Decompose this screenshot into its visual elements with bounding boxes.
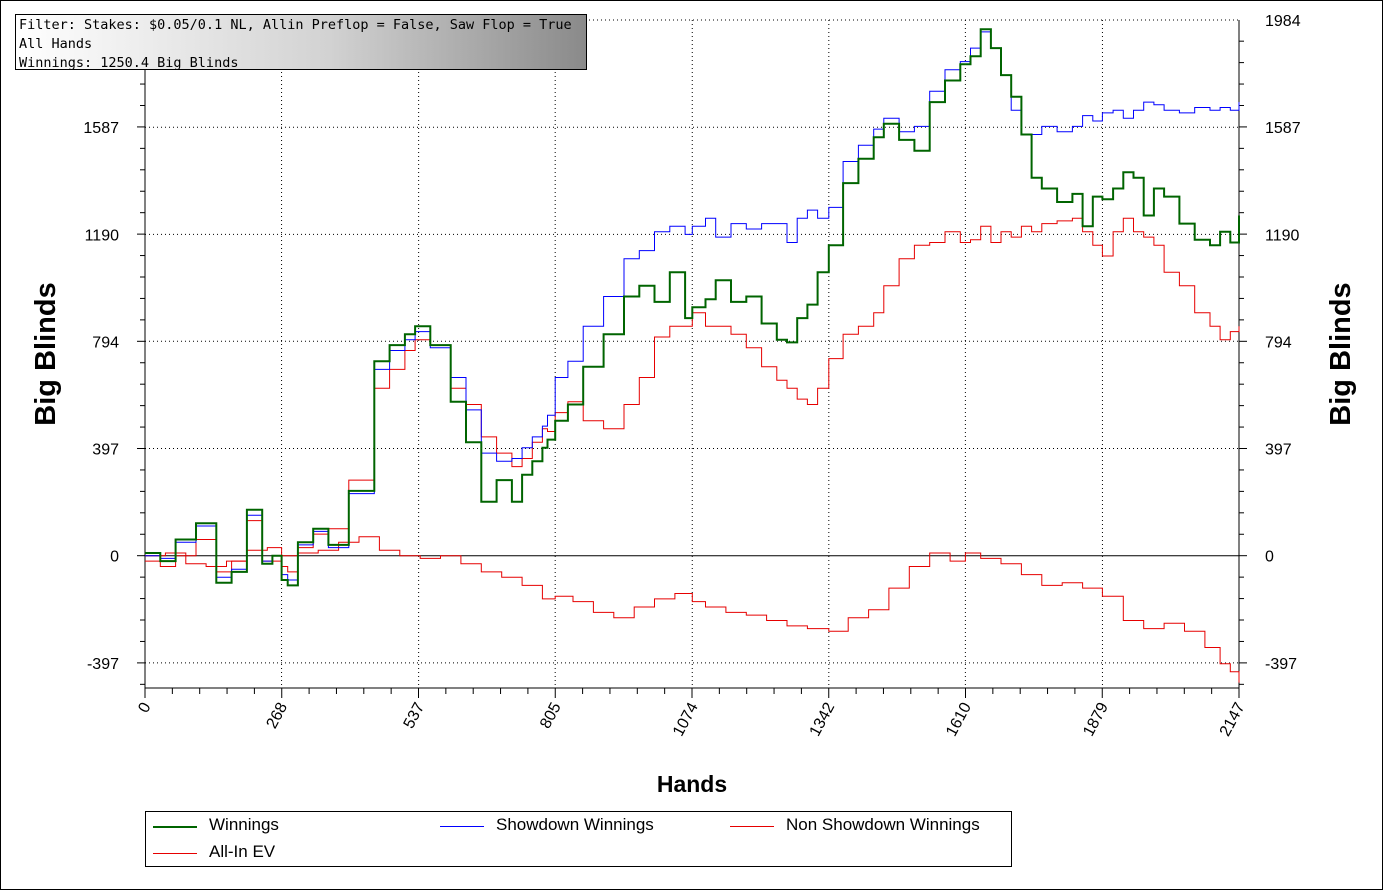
x-tick-label: 805 [537,700,565,732]
hands-line: All Hands [19,36,93,52]
winnings-line: Winnings: 1250.4 Big Blinds [19,55,239,71]
x-tick-label: 537 [401,700,429,732]
x-tick-label: 1879 [1080,700,1112,739]
x-tick-label: 1610 [943,700,975,739]
y-axis-title-right: Big Blinds [1325,282,1357,425]
legend-swatch-allin-ev [153,853,197,854]
x-axis-title: Hands [657,771,727,797]
legend-label: Showdown Winnings [496,815,654,834]
legend: Winnings Showdown Winnings Non Showdown … [145,811,1012,867]
series-line-winnings [145,28,1240,587]
legend-label: All-In EV [209,842,276,861]
y-axis-title-left: Big Blinds [30,282,62,425]
y-tick-label-right: 794 [1265,334,1292,351]
y-tick-label-left: -397 [87,656,119,673]
y-tick-label-right: 1984 [1265,13,1301,30]
legend-label: Winnings [209,815,279,834]
y-tick-label-right: 0 [1265,549,1274,566]
x-tick-label: 1074 [670,700,702,739]
y-tick-label-left: 794 [92,334,119,351]
y-tick-label-left: 0 [110,549,119,566]
legend-swatch-showdown [440,826,484,827]
legend-label: Non Showdown Winnings [786,815,980,834]
y-tick-label-right: 1190 [1265,227,1300,244]
x-tick-label: 2147 [1217,700,1249,739]
filter-info-box: Filter: Stakes: $0.05/0.1 NL, Allin Pref… [15,14,587,71]
y-tick-label-right: -397 [1265,656,1297,673]
legend-swatch-non-showdown [730,826,774,827]
series-line-non-showdown-winnings [145,536,1240,683]
legend-swatch-winnings [153,826,197,828]
series-line-showdown-winnings [145,31,1240,581]
x-tick-label: 268 [264,700,292,732]
y-tick-label-right: 397 [1265,442,1292,459]
series-line-allin-ev [145,217,1240,573]
x-tick-label: 0 [135,700,154,716]
y-tick-label-left: 1190 [85,227,120,244]
y-tick-label-right: 1587 [1265,120,1301,137]
y-tick-label-left: 1587 [83,120,119,137]
y-tick-label-left: 397 [92,442,119,459]
filter-line: Filter: Stakes: $0.05/0.1 NL, Allin Pref… [19,17,572,33]
x-tick-label: 1342 [807,700,839,739]
